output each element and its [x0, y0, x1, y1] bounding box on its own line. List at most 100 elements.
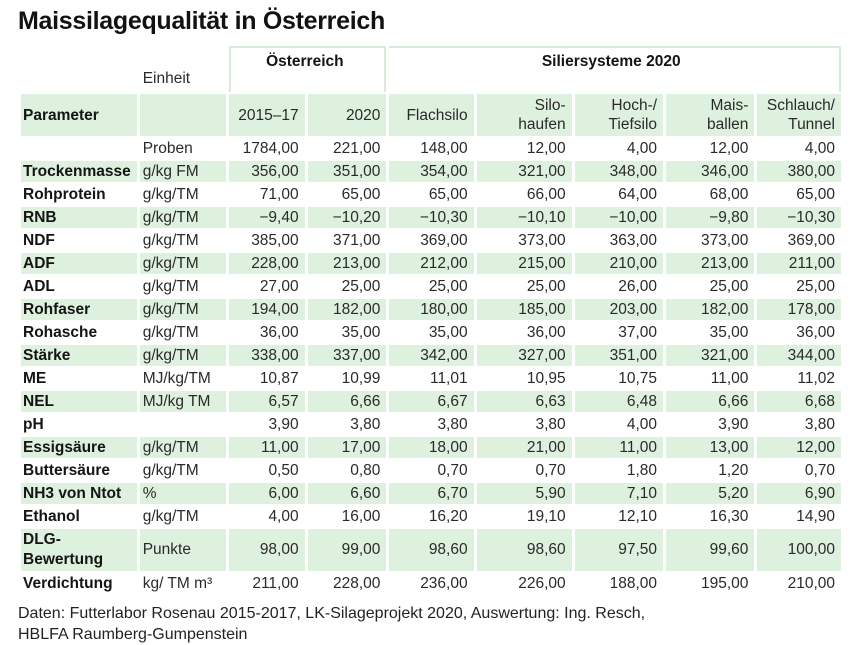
- table-row: NDF g/kg/TM 385,00 371,00 369,00 373,00 363,00…: [21, 230, 841, 251]
- value-cell: 11,00: [229, 437, 305, 458]
- value-cell: 36,00: [796, 324, 835, 341]
- param-cell: Verdichtung: [23, 575, 113, 592]
- value-cell: 221,00: [333, 140, 381, 157]
- param-cell: Stärke: [21, 345, 137, 366]
- param-cell: ADF: [21, 253, 137, 274]
- source-note-line1: Daten: Futterlabor Rosenau 2015-2017, LK…: [18, 605, 646, 622]
- value-cell: 356,00: [229, 161, 305, 182]
- value-cell: 188,00: [609, 575, 658, 592]
- einheit-cell: g/kg/TM: [139, 299, 227, 320]
- value-cell: 3,90: [268, 416, 299, 433]
- value-cell: 236,00: [420, 575, 468, 592]
- value-cell: 6,66: [307, 391, 387, 412]
- table-row: Verdichtung kg/ TM m³ 211,00 228,00 236,00 22…: [21, 573, 841, 594]
- table-row: DLG- Bewertung Punkte 98,00 99,00 98,60 98,60…: [21, 529, 841, 571]
- value-cell: 35,00: [709, 324, 749, 341]
- einheit-cell: g/kg/TM: [142, 324, 199, 341]
- value-cell: 354,00: [389, 161, 474, 182]
- value-cell: 6,00: [229, 483, 305, 504]
- value-cell: 0,80: [350, 462, 381, 479]
- value-cell: 11,02: [797, 370, 835, 387]
- value-cell: 12,00: [709, 140, 749, 157]
- einheit-cell: g/kg/TM: [142, 186, 199, 203]
- column-header-schlauch-tunnel: Schlauch/ Tunnel: [757, 94, 841, 136]
- table-row: Rohprotein g/kg/TM 71,00 65,00 65,00 66,00 64,…: [21, 184, 841, 205]
- param-cell: ME: [23, 370, 47, 387]
- einheit-header-spacer: [139, 94, 227, 136]
- value-cell: 35,00: [428, 324, 468, 341]
- einheit-cell: Proben: [142, 140, 193, 157]
- param-cell: [21, 138, 137, 159]
- column-header-flachsilo: Flachsilo: [389, 94, 474, 136]
- param-cell: Buttersäure: [23, 462, 110, 479]
- group-header-austria: Österreich: [229, 46, 387, 92]
- table-body: Proben 1784,00 221,00 148,00 12,00 4,00 12,00 4…: [21, 138, 841, 594]
- table-row: pH 3,90 3,80 3,80 3,80 4,00 3,90 3,80: [21, 414, 841, 435]
- table-row: Proben 1784,00 221,00 148,00 12,00 4,00 12,00 4…: [21, 138, 841, 159]
- value-cell: 10,75: [618, 370, 658, 387]
- value-cell: 327,00: [476, 345, 572, 366]
- value-cell: 37,00: [618, 324, 658, 341]
- value-cell: 213,00: [666, 253, 755, 274]
- value-cell: 6,66: [666, 391, 755, 412]
- einheit-cell: g/kg/TM: [142, 508, 199, 525]
- value-cell: −9,80: [666, 207, 755, 228]
- value-cell: 0,50: [268, 462, 299, 479]
- value-cell: 185,00: [476, 299, 572, 320]
- column-header-2020: 2020: [307, 94, 387, 136]
- einheit-cell: MJ/kg TM: [139, 391, 227, 412]
- value-cell: 228,00: [229, 253, 305, 274]
- value-cell: 12,10: [618, 508, 658, 525]
- value-cell: 68,00: [709, 186, 749, 203]
- value-cell: 1,80: [626, 462, 658, 479]
- value-cell: 337,00: [307, 345, 387, 366]
- value-cell: 10,99: [341, 370, 381, 387]
- value-cell: 3,80: [350, 416, 381, 433]
- table-row: NH3 von Ntot% 6,00 6,60 6,70 5,90 7,10 5,20 6,9…: [21, 483, 841, 504]
- value-cell: 148,00: [420, 140, 468, 157]
- column-header-silohaufen: Silo- haufen: [476, 94, 572, 136]
- table-row: ADF g/kg/TM 228,00 213,00 212,00 215,00 210,00…: [21, 253, 841, 274]
- value-cell: 0,70: [804, 462, 835, 479]
- value-cell: 12,00: [526, 140, 566, 157]
- value-cell: −9,40: [229, 207, 305, 228]
- einheit-cell: Punkte: [139, 529, 227, 571]
- value-cell: 16,30: [709, 508, 749, 525]
- value-cell: 10,87: [259, 370, 299, 387]
- value-cell: 12,00: [757, 437, 841, 458]
- value-cell: 178,00: [757, 299, 841, 320]
- param-cell: NEL: [21, 391, 137, 412]
- param-cell: NH3 von Ntot: [21, 483, 137, 504]
- value-cell: 36,00: [526, 324, 566, 341]
- einheit-cell: g/kg/TM: [139, 437, 227, 458]
- param-cell: Essigsäure: [21, 437, 137, 458]
- value-cell: 344,00: [757, 345, 841, 366]
- value-cell: 1784,00: [242, 140, 299, 157]
- value-cell: 99,60: [666, 529, 755, 571]
- value-cell: 321,00: [476, 161, 572, 182]
- einheit-cell: g/kg/TM: [142, 462, 199, 479]
- einheit-cell: g/kg/TM: [139, 253, 227, 274]
- value-cell: 180,00: [389, 299, 474, 320]
- value-cell: 27,00: [259, 278, 299, 295]
- value-cell: 4,00: [268, 508, 299, 525]
- value-cell: 182,00: [307, 299, 387, 320]
- value-cell: 4,00: [626, 416, 658, 433]
- value-cell: 348,00: [574, 161, 664, 182]
- value-cell: −10,10: [476, 207, 572, 228]
- silage-quality-table: Einheit Österreich Siliersysteme 2020 Pa…: [18, 44, 844, 596]
- einheit-cell: [140, 414, 227, 435]
- value-cell: 25,00: [428, 278, 468, 295]
- value-cell: 25,00: [341, 278, 381, 295]
- value-cell: 363,00: [609, 232, 658, 249]
- param-cell: Rohasche: [23, 324, 98, 341]
- value-cell: 373,00: [700, 232, 749, 249]
- value-cell: 6,70: [389, 483, 474, 504]
- table-row: Stärke g/kg/TM 338,00 337,00 342,00 327,00 351…: [21, 345, 841, 366]
- value-cell: 25,00: [709, 278, 749, 295]
- value-cell: 211,00: [252, 575, 299, 592]
- value-cell: 10,95: [526, 370, 566, 387]
- value-cell: 100,00: [757, 529, 841, 571]
- value-cell: 21,00: [476, 437, 572, 458]
